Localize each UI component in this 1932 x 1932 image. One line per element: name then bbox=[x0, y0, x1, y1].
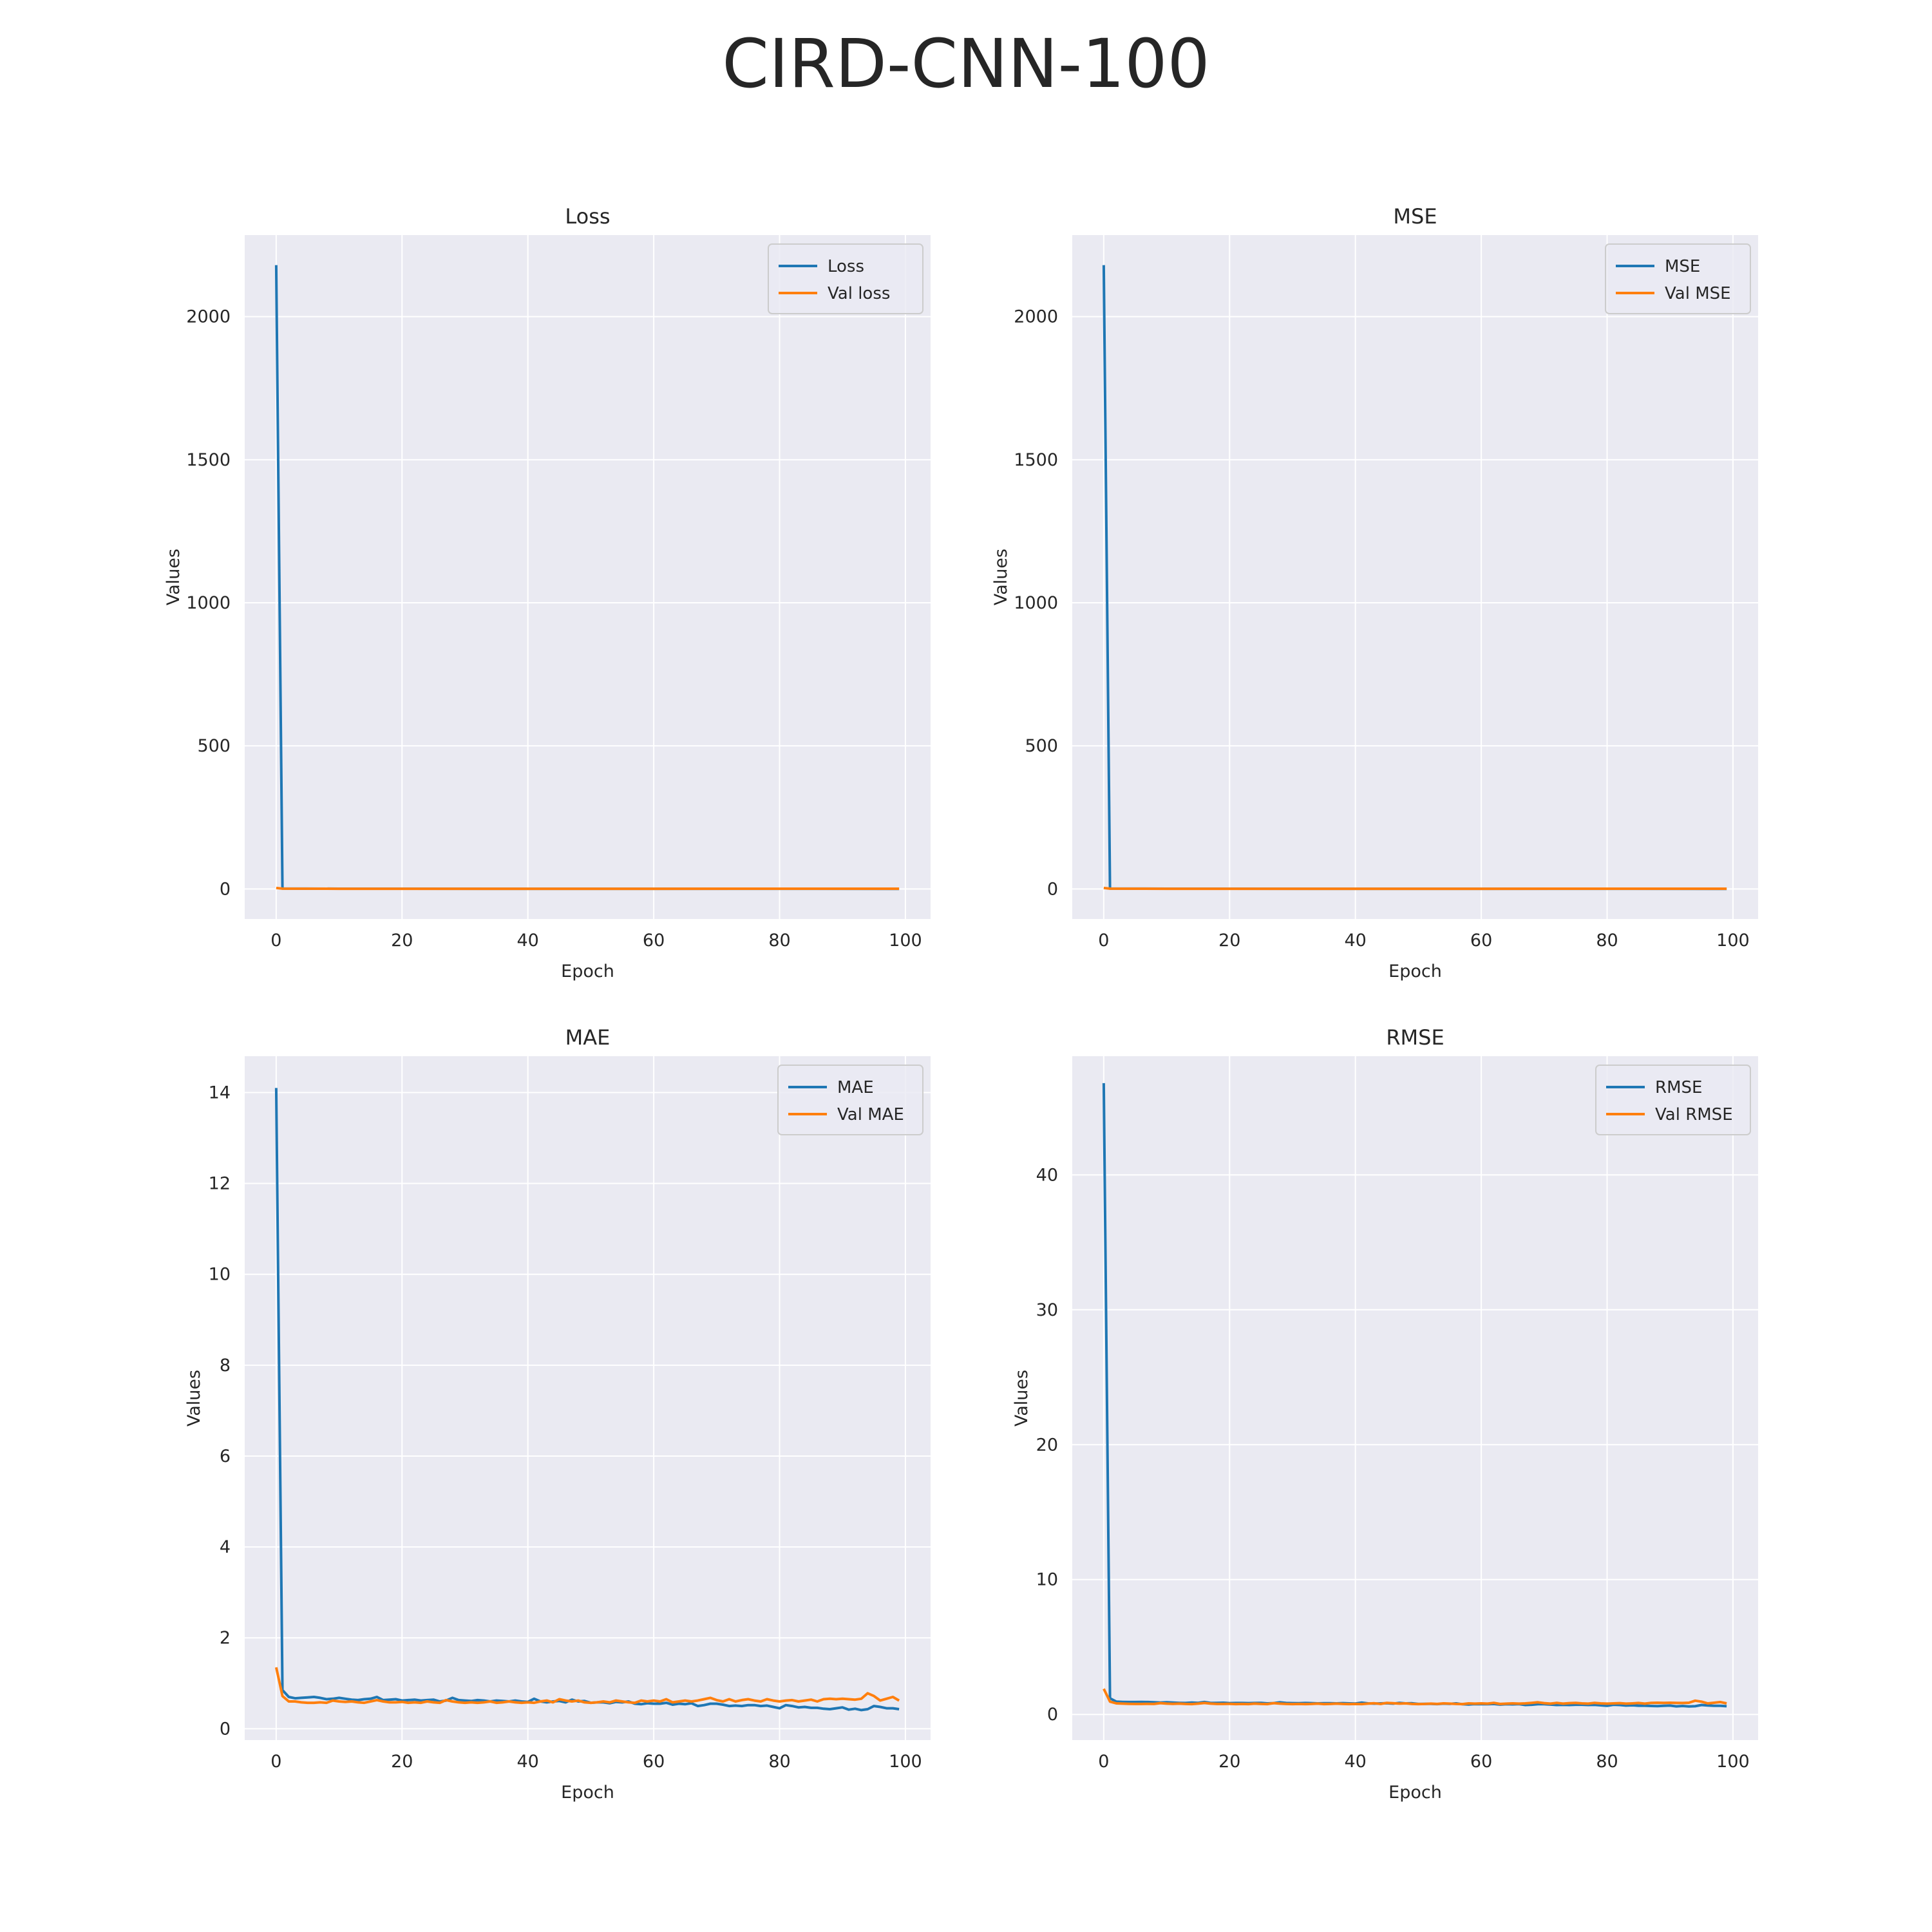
mae-x-tick-label: 80 bbox=[768, 1752, 790, 1772]
mse-x-tick-label: 100 bbox=[1716, 931, 1750, 951]
rmse-plot-area bbox=[1072, 1056, 1758, 1740]
mse-plot-area bbox=[1072, 235, 1758, 919]
loss-plot-area bbox=[245, 235, 931, 919]
mae-y-tick-label: 8 bbox=[220, 1356, 231, 1376]
mse-y-tick-label: 1000 bbox=[1014, 593, 1058, 613]
loss-y-tick-label: 500 bbox=[197, 736, 231, 756]
rmse-y-axis-label: Values bbox=[1012, 1370, 1032, 1426]
mae-y-tick-label: 14 bbox=[209, 1083, 231, 1103]
rmse-y-tick-label: 10 bbox=[1036, 1570, 1058, 1590]
mae-x-tick-label: 0 bbox=[270, 1752, 281, 1772]
rmse-x-axis-label: Epoch bbox=[1388, 1783, 1442, 1803]
mse-x-tick-label: 0 bbox=[1098, 931, 1109, 951]
loss-series-val-loss bbox=[276, 886, 900, 891]
loss-y-tick-label: 1000 bbox=[186, 593, 231, 613]
loss-y-tick-label: 2000 bbox=[186, 307, 231, 327]
loss-legend-label-loss: Loss bbox=[828, 257, 864, 276]
mae-x-tick-label: 20 bbox=[391, 1752, 413, 1772]
figure-title: CIRD-CNN-100 bbox=[722, 24, 1210, 103]
rmse-y-tick-label: 40 bbox=[1036, 1165, 1058, 1185]
mse-x-axis-label: Epoch bbox=[1388, 961, 1442, 981]
rmse-x-tick-label: 100 bbox=[1716, 1752, 1750, 1772]
mse-legend-label-mse: MSE bbox=[1665, 257, 1700, 276]
mse-y-tick-label: 2000 bbox=[1014, 307, 1058, 327]
mse-legend bbox=[1605, 243, 1751, 314]
loss-x-tick-label: 80 bbox=[768, 931, 790, 951]
rmse-y-tick-label: 30 bbox=[1036, 1300, 1058, 1320]
rmse-x-tick-label: 0 bbox=[1098, 1752, 1109, 1772]
loss-x-tick-label: 20 bbox=[391, 931, 413, 951]
mse-x-tick-label: 60 bbox=[1470, 931, 1492, 951]
mse-x-tick-label: 20 bbox=[1218, 931, 1240, 951]
mse-legend-label-val-mse: Val MSE bbox=[1665, 284, 1731, 303]
mae-y-tick-label: 10 bbox=[209, 1265, 231, 1285]
mae-y-tick-label: 6 bbox=[220, 1446, 231, 1466]
rmse-y-tick-label: 0 bbox=[1047, 1705, 1058, 1725]
loss-x-tick-label: 40 bbox=[516, 931, 538, 951]
mae-plot-area bbox=[245, 1056, 931, 1740]
rmse-legend-label-rmse: RMSE bbox=[1655, 1078, 1702, 1097]
loss-subplot-title: Loss bbox=[565, 204, 610, 229]
mae-x-tick-label: 40 bbox=[516, 1752, 538, 1772]
mae-y-tick-label: 2 bbox=[220, 1628, 231, 1648]
loss-x-tick-label: 60 bbox=[643, 931, 665, 951]
rmse-x-tick-label: 40 bbox=[1344, 1752, 1366, 1772]
loss-y-axis-label: Values bbox=[164, 549, 184, 605]
loss-x-axis-label: Epoch bbox=[561, 961, 614, 981]
loss-x-tick-label: 100 bbox=[889, 931, 922, 951]
mae-legend-label-mae: MAE bbox=[837, 1078, 874, 1097]
mae-legend-label-val-mae: Val MAE bbox=[837, 1105, 904, 1124]
mae-y-tick-label: 0 bbox=[220, 1719, 231, 1739]
rmse-x-tick-label: 80 bbox=[1596, 1752, 1618, 1772]
loss-y-tick-label: 0 bbox=[220, 879, 231, 899]
mae-x-tick-label: 100 bbox=[889, 1752, 922, 1772]
loss-legend bbox=[768, 243, 923, 314]
mae-y-axis-label: Values bbox=[184, 1370, 204, 1426]
mse-series-val-mse bbox=[1103, 886, 1727, 891]
mae-x-tick-label: 60 bbox=[643, 1752, 665, 1772]
loss-x-tick-label: 0 bbox=[270, 931, 281, 951]
rmse-x-tick-label: 60 bbox=[1470, 1752, 1492, 1772]
loss-y-tick-label: 1500 bbox=[186, 450, 231, 470]
mae-x-axis-label: Epoch bbox=[561, 1783, 614, 1803]
mae-legend bbox=[777, 1065, 923, 1135]
rmse-x-tick-label: 20 bbox=[1218, 1752, 1240, 1772]
mse-y-tick-label: 0 bbox=[1047, 879, 1058, 899]
mae-subplot-title: MAE bbox=[565, 1025, 611, 1050]
rmse-legend-label-val-rmse: Val RMSE bbox=[1655, 1105, 1733, 1124]
mae-series-val-mae bbox=[274, 1667, 900, 1705]
rmse-series-val-rmse bbox=[1103, 1688, 1727, 1706]
loss-legend-label-val-loss: Val loss bbox=[828, 284, 890, 303]
mae-y-tick-label: 4 bbox=[220, 1537, 231, 1557]
rmse-subplot-title: RMSE bbox=[1386, 1025, 1444, 1050]
mae-y-tick-label: 12 bbox=[209, 1174, 231, 1194]
mse-y-tick-label: 1500 bbox=[1014, 450, 1058, 470]
mse-x-tick-label: 80 bbox=[1596, 931, 1618, 951]
mse-y-axis-label: Values bbox=[991, 549, 1011, 605]
rmse-legend bbox=[1595, 1065, 1751, 1135]
mse-y-tick-label: 500 bbox=[1025, 736, 1058, 756]
rmse-y-tick-label: 20 bbox=[1036, 1435, 1058, 1455]
mse-subplot-title: MSE bbox=[1393, 204, 1437, 229]
mse-x-tick-label: 40 bbox=[1344, 931, 1366, 951]
